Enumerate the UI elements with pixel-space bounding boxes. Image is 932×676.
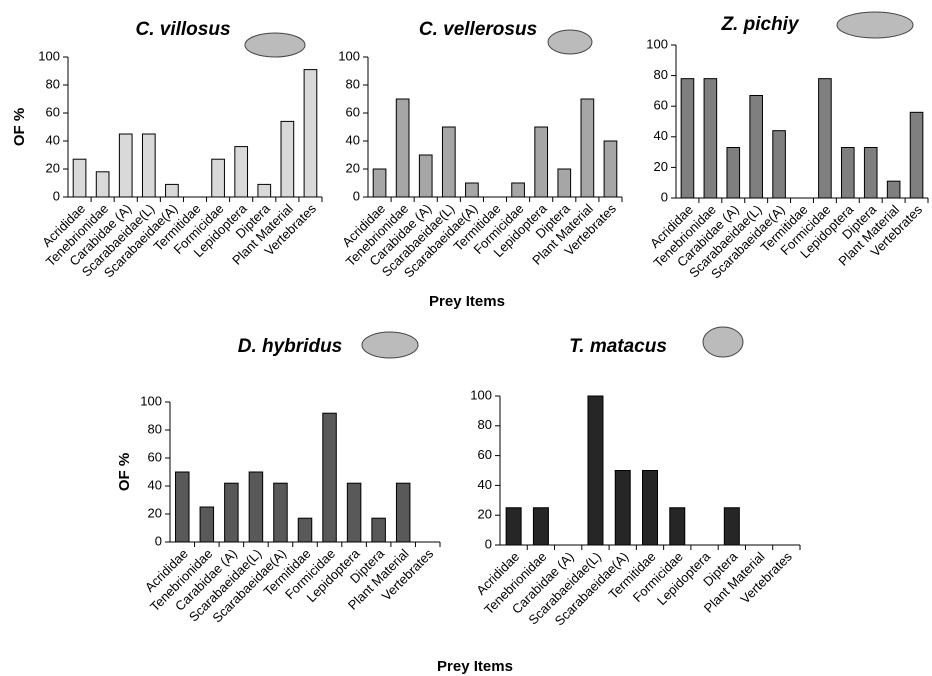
bar bbox=[249, 472, 263, 542]
y-tick-label: 20 bbox=[46, 160, 60, 175]
y-tick-label: 40 bbox=[346, 132, 360, 147]
y-tick-label: 0 bbox=[485, 536, 492, 551]
y-tick-label: 60 bbox=[478, 447, 492, 462]
bar bbox=[304, 70, 317, 197]
y-tick-label: 60 bbox=[654, 98, 668, 113]
bar bbox=[864, 148, 877, 198]
bar bbox=[750, 95, 763, 198]
bar bbox=[323, 413, 337, 542]
y-tick-label: 60 bbox=[346, 104, 360, 119]
y-tick-label: 60 bbox=[46, 104, 60, 119]
y-tick-label: 40 bbox=[148, 477, 162, 492]
y-tick-label: 100 bbox=[338, 48, 360, 63]
bar bbox=[724, 508, 739, 545]
bar bbox=[643, 471, 658, 546]
y-tick-label: 0 bbox=[353, 188, 360, 203]
bar bbox=[887, 181, 900, 198]
bar bbox=[535, 127, 548, 197]
bar bbox=[419, 155, 432, 197]
y-tick-label: 20 bbox=[148, 505, 162, 520]
x-axis-label: Prey Items bbox=[429, 293, 505, 310]
bar bbox=[604, 141, 617, 197]
bar bbox=[235, 147, 248, 197]
y-tick-label: 20 bbox=[478, 507, 492, 522]
bar bbox=[512, 183, 525, 197]
y-tick-label: 20 bbox=[346, 160, 360, 175]
bar bbox=[372, 518, 386, 542]
bar bbox=[533, 508, 548, 545]
y-tick-label: 60 bbox=[148, 449, 162, 464]
bar bbox=[842, 148, 855, 198]
chart-title: Z. pichiy bbox=[720, 14, 800, 35]
y-tick-label: 80 bbox=[346, 76, 360, 91]
y-tick-label: 100 bbox=[470, 387, 492, 402]
bar bbox=[212, 159, 225, 197]
bar bbox=[466, 183, 479, 197]
chart-title: T. matacus bbox=[569, 336, 667, 357]
chart-title: C. villosus bbox=[135, 19, 230, 40]
y-tick-label: 0 bbox=[661, 189, 668, 204]
bar bbox=[615, 471, 630, 546]
bar bbox=[142, 134, 155, 197]
bar bbox=[347, 483, 361, 542]
x-axis-label: Prey Items bbox=[437, 658, 513, 675]
bar bbox=[176, 472, 190, 542]
y-axis-label: OF % bbox=[11, 108, 28, 146]
y-axis-label: OF % bbox=[116, 453, 133, 491]
bar bbox=[819, 79, 832, 198]
chart-title: C. vellerosus bbox=[419, 19, 537, 40]
bar bbox=[704, 79, 717, 198]
y-tick-label: 40 bbox=[46, 132, 60, 147]
bar bbox=[588, 396, 603, 545]
bar bbox=[274, 483, 288, 542]
bar bbox=[119, 134, 132, 197]
y-tick-label: 80 bbox=[46, 76, 60, 91]
bar bbox=[506, 508, 521, 545]
bar bbox=[281, 121, 294, 197]
figure: C. villosus020406080100AcrididaeTenebrio… bbox=[0, 0, 932, 676]
bar bbox=[225, 483, 239, 542]
y-tick-label: 100 bbox=[38, 48, 60, 63]
bar bbox=[96, 172, 109, 197]
bar bbox=[258, 184, 271, 197]
bar bbox=[773, 131, 786, 198]
y-tick-label: 40 bbox=[478, 477, 492, 492]
chart-title: D. hybridus bbox=[238, 336, 343, 357]
y-tick-label: 40 bbox=[654, 128, 668, 143]
bar bbox=[396, 483, 410, 542]
y-tick-label: 80 bbox=[654, 67, 668, 82]
bar bbox=[558, 169, 571, 197]
y-tick-label: 20 bbox=[654, 159, 668, 174]
y-tick-label: 100 bbox=[140, 393, 162, 408]
bar bbox=[442, 127, 455, 197]
armadillo-illustration bbox=[245, 12, 913, 358]
bar bbox=[581, 99, 594, 197]
y-tick-label: 0 bbox=[155, 533, 162, 548]
y-tick-label: 80 bbox=[478, 417, 492, 432]
bar bbox=[166, 184, 179, 197]
y-tick-label: 0 bbox=[53, 188, 60, 203]
bar bbox=[200, 507, 214, 542]
y-tick-label: 100 bbox=[646, 36, 668, 51]
bar bbox=[396, 99, 409, 197]
bar bbox=[910, 112, 923, 198]
bar bbox=[298, 518, 312, 542]
y-tick-label: 80 bbox=[148, 421, 162, 436]
bar bbox=[670, 508, 685, 545]
bar bbox=[373, 169, 386, 197]
bar bbox=[727, 148, 740, 198]
bar bbox=[73, 159, 86, 197]
bar bbox=[681, 79, 694, 198]
